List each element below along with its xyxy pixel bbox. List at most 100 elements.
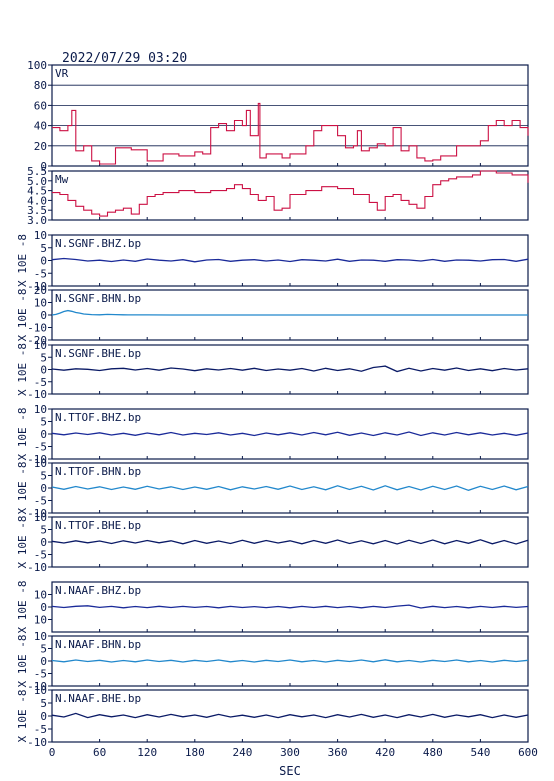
y-tick-label: -10 <box>27 736 47 749</box>
y-tick-label: 80 <box>34 79 47 92</box>
panel-label: N.NAAF.BHN.bp <box>55 638 141 651</box>
series-line <box>51 539 529 545</box>
y-tick-label: 0 <box>40 255 47 268</box>
panel-label: N.SGNF.BHN.bp <box>55 292 141 305</box>
y-tick-label: -10 <box>27 322 47 335</box>
series-line <box>51 365 529 373</box>
x-tick-label: 600 <box>518 746 538 759</box>
y-tick-label: 4.0 <box>27 194 47 207</box>
y-tick-label: 5 <box>40 524 47 537</box>
y-tick-label: 100 <box>27 59 47 72</box>
series-line <box>51 309 528 316</box>
y-tick-label: -5 <box>34 495 47 508</box>
x-axis: 0 60 120 180 240 300 360 420 480 540 600 SEC <box>49 746 538 778</box>
y-tick-label: 0 <box>40 601 47 614</box>
y-tick-label: -20 <box>27 334 47 347</box>
panel-vr: 100 80 60 40 20 0 VR <box>27 59 529 173</box>
series-line <box>51 257 529 263</box>
x-tick-label: 120 <box>137 746 157 759</box>
y-tick-label: 3.0 <box>27 214 47 227</box>
x-tick-label: 0 <box>49 746 56 759</box>
y-tick-label: 10 <box>34 229 47 242</box>
y-tick-label: -5 <box>34 267 47 280</box>
x-tick-label: 240 <box>232 746 252 759</box>
x-tick-label: 480 <box>423 746 443 759</box>
panel-mw: 5.55.04.54.03.53.0 Mw <box>27 165 529 227</box>
y-tick-label: 5 <box>40 351 47 364</box>
y-axis-label: X 10E -8 <box>16 462 29 515</box>
y-tick-label: 20 <box>34 284 47 297</box>
y-tick-label: 10 <box>34 297 47 310</box>
y-axis-label: X 10E -8 <box>16 343 29 396</box>
panel-label: Mw <box>55 173 69 186</box>
y-tick-label: 0 <box>40 536 47 549</box>
y-axis-label: X 10E -8 <box>16 408 29 461</box>
panel-label: N.SGNF.BHE.bp <box>55 347 141 360</box>
y-tick-label: -10 <box>27 453 47 466</box>
series-line <box>51 659 529 663</box>
y-tick-label: -5 <box>34 723 47 736</box>
y-tick-label: -10 <box>27 680 47 693</box>
y-tick-label: 5 <box>40 416 47 429</box>
y-tick-label: -5 <box>34 668 47 681</box>
y-tick-label: -5 <box>34 441 47 454</box>
y-tick-label: 10 <box>34 511 47 524</box>
y-axis-label: X 10E -8 <box>16 635 29 688</box>
series-line <box>51 604 529 609</box>
y-tick-label: 10 <box>34 614 47 627</box>
series-line <box>51 485 529 491</box>
panel-label: N.TTOF.BHE.bp <box>55 519 141 532</box>
y-tick-label: 0 <box>40 309 47 322</box>
panel-label: N.NAAF.BHZ.bp <box>55 584 141 597</box>
y-tick-label: 10 <box>34 630 47 643</box>
y-tick-label: 0 <box>40 160 47 173</box>
x-tick-label: 300 <box>280 746 300 759</box>
y-tick-label: 0 <box>40 482 47 495</box>
y-axis-label: X 10E -8 <box>16 516 29 569</box>
y-tick-label: 5 <box>40 242 47 255</box>
panel-label: VR <box>55 67 69 80</box>
y-tick-label: 5.0 <box>27 175 47 188</box>
panel-label: N.SGNF.BHZ.bp <box>55 237 141 250</box>
figure-timestamp: 2022/07/29 03:20 <box>62 51 187 66</box>
y-tick-label: -10 <box>27 561 47 574</box>
x-tick-label: 360 <box>328 746 348 759</box>
x-tick-label: 60 <box>93 746 106 759</box>
panel-label: N.TTOF.BHZ.bp <box>55 411 141 424</box>
y-tick-label: 60 <box>34 99 47 112</box>
y-tick-label: 10 <box>34 457 47 470</box>
y-tick-label: -10 <box>27 280 47 293</box>
y-tick-label: 0 <box>40 710 47 723</box>
x-tick-label: 180 <box>185 746 205 759</box>
panel-label: N.NAAF.BHE.bp <box>55 692 141 705</box>
y-tick-label: 40 <box>34 120 47 133</box>
series-line <box>52 102 529 165</box>
y-tick-label: 3.5 <box>27 204 47 217</box>
y-axis-label: X 10E -8 <box>16 234 29 287</box>
x-axis-label: SEC <box>279 764 301 778</box>
y-tick-label: 5 <box>40 697 47 710</box>
y-axis-label: X 10E -8 <box>16 690 29 743</box>
y-axis-label: X 10E -8 <box>16 289 29 342</box>
y-tick-label: 10 <box>34 684 47 697</box>
y-tick-label: 5 <box>40 470 47 483</box>
y-tick-label: 0 <box>40 428 47 441</box>
y-tick-label: 5.5 <box>27 165 47 178</box>
y-tick-label: 5 <box>40 643 47 656</box>
series-line <box>52 170 529 217</box>
y-tick-label: 10 <box>34 339 47 352</box>
y-tick-label: -5 <box>34 549 47 562</box>
y-tick-label: -5 <box>34 376 47 389</box>
y-tick-label: 10 <box>34 589 47 602</box>
panel-label: N.TTOF.BHN.bp <box>55 465 141 478</box>
